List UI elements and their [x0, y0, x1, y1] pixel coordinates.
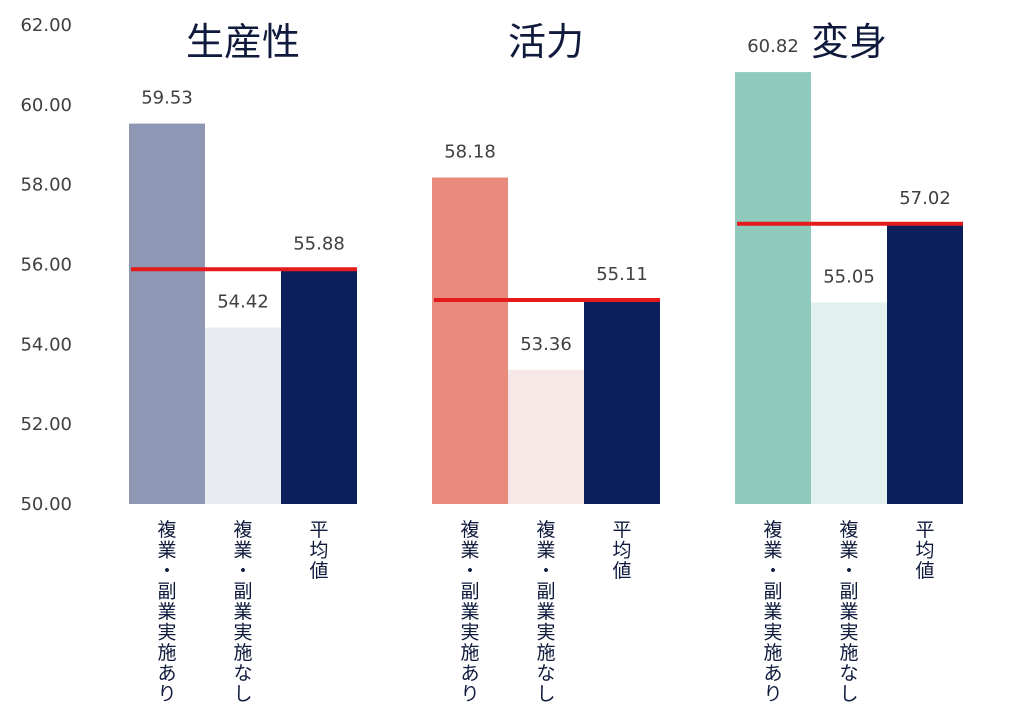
chart-panels: 生産性59.5354.4255.88複業・副業実施あり複業・副業実施なし平均値活…: [129, 20, 963, 705]
bar: [432, 177, 508, 504]
data-label: 54.42: [217, 292, 269, 313]
y-tick-label: 56.00: [20, 255, 72, 276]
bar: [584, 300, 660, 504]
category-label: 平均値: [612, 519, 631, 582]
category-label: 平均値: [915, 519, 934, 582]
category-label: 複業・副業実施なし: [839, 519, 858, 705]
y-tick-label: 58.00: [20, 175, 72, 196]
data-label: 58.18: [444, 141, 496, 162]
category-label: 平均値: [309, 519, 328, 582]
bar: [129, 123, 205, 504]
data-label: 60.82: [747, 36, 799, 57]
data-label: 59.53: [141, 88, 193, 109]
bar: [735, 72, 811, 504]
data-label: 55.88: [293, 233, 345, 254]
chart-panel: 生産性 59.53 54.42 55.88 複業・副業実施あり 複業・副業実施なし 平均値: [129, 20, 357, 705]
bar: [281, 269, 357, 504]
chart-panel: 活力 58.18 53.36 55.11 複業・副業実施あり 複業・副業実施なし 平均値: [432, 20, 660, 705]
y-tick-label: 50.00: [20, 494, 72, 515]
y-tick-label: 52.00: [20, 414, 72, 435]
bar: [508, 369, 584, 504]
data-label: 55.11: [596, 264, 648, 285]
panel-title: 活力: [508, 20, 584, 64]
category-label: 複業・副業実施あり: [763, 519, 782, 705]
chart-panel: 変身 60.82 55.05 57.02 複業・副業実施あり 複業・副業実施なし 平均値: [735, 20, 963, 705]
category-label: 複業・副業実施なし: [536, 519, 555, 705]
y-tick-label: 62.00: [20, 15, 72, 36]
data-label: 57.02: [899, 188, 951, 209]
panel-title: 変身: [811, 20, 887, 64]
data-label: 55.05: [823, 266, 875, 287]
category-label: 複業・副業実施あり: [157, 519, 176, 705]
y-tick-label: 54.00: [20, 334, 72, 355]
panel-title: 生産性: [186, 20, 300, 64]
category-label: 複業・副業実施あり: [460, 519, 479, 705]
category-label: 複業・副業実施なし: [233, 519, 252, 705]
y-axis: 50.00 52.00 54.00 56.00 58.00 60.00 62.00: [20, 15, 72, 515]
bar: [205, 327, 281, 504]
data-label: 53.36: [520, 334, 572, 355]
bar: [887, 223, 963, 504]
y-tick-label: 60.00: [20, 95, 72, 116]
bar: [811, 302, 887, 504]
